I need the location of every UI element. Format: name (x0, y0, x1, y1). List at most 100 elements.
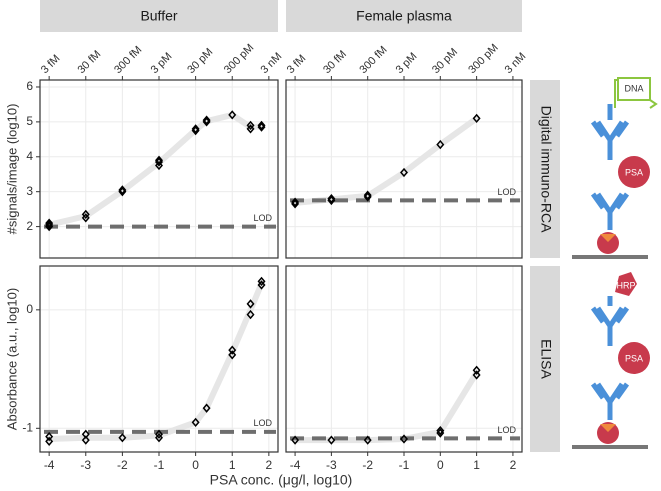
data-point (155, 433, 163, 443)
data-point (291, 197, 300, 207)
row-strip (530, 266, 560, 452)
top-tick-label: 30 pM (430, 46, 460, 76)
data-point (472, 113, 481, 124)
x-tick-label: 1 (473, 458, 480, 472)
data-point (327, 435, 336, 445)
data-point (436, 139, 445, 150)
data-point (363, 190, 372, 200)
x-tick-label: -3 (326, 458, 337, 472)
x-tick-label: -2 (362, 458, 373, 472)
top-tick-label: 3 pM (394, 50, 420, 76)
data-point (436, 428, 445, 438)
data-point (45, 436, 54, 446)
data-point (228, 345, 237, 355)
top-tick-label: 3 nM (503, 50, 529, 76)
fit-line (46, 280, 265, 442)
top-tick-label: 300 pM (466, 42, 500, 76)
data-point (45, 431, 54, 442)
y-axis-title: Absorbance (a.u., log10) (4, 288, 19, 430)
y-tick-label: -1 (22, 420, 33, 434)
data-point (246, 299, 255, 309)
row-title: Digital immuno-RCA (538, 106, 554, 233)
top-tick-label: 3 fM (39, 53, 63, 77)
top-tick-label: 30 fM (75, 48, 103, 76)
top-tick-label: 30 fM (321, 48, 349, 76)
antigen-label: PSA (625, 353, 643, 363)
data-point (257, 280, 266, 290)
y-tick-label: 4 (26, 149, 33, 163)
x-tick-label: 0 (437, 458, 444, 472)
x-tick-label: -1 (154, 458, 165, 472)
panel-border (39, 265, 279, 453)
data-point (202, 115, 211, 125)
top-tick-label: 300 pM (222, 42, 256, 76)
column-title: Buffer (140, 8, 177, 24)
data-point (257, 120, 266, 131)
data-point (246, 124, 255, 134)
x-tick-label: 2 (266, 458, 273, 472)
x-tick-label: -2 (117, 458, 128, 472)
panel-border (285, 79, 523, 259)
data-point (81, 213, 90, 223)
x-tick-label: -4 (44, 458, 55, 472)
top-tick-label: 3 fM (285, 53, 309, 77)
data-point (191, 124, 200, 134)
x-tick-label: -4 (290, 458, 301, 472)
x-tick-label: 2 (510, 458, 517, 472)
data-point (81, 209, 90, 220)
y-tick-label: 5 (26, 114, 33, 128)
data-point (400, 434, 408, 444)
data-point (45, 218, 54, 228)
data-point (472, 365, 481, 375)
top-tick-label: 30 pM (185, 46, 215, 76)
tag-label: DNA (624, 83, 643, 93)
x-tick-label: 1 (229, 458, 236, 472)
data-point (155, 160, 163, 171)
data-point (436, 426, 445, 436)
top-tick-label: 3 nM (259, 50, 285, 76)
data-point (472, 370, 481, 380)
panel-border (39, 79, 279, 259)
y-tick-label: 2 (26, 219, 33, 233)
data-point (363, 435, 372, 445)
data-point (291, 435, 300, 445)
y-tick-label: 3 (26, 184, 33, 198)
column-strip (286, 0, 522, 32)
column-strip (40, 0, 278, 32)
x-axis-title: PSA conc. (μg/l, log10) (210, 472, 353, 488)
data-point (118, 433, 127, 443)
x-tick-label: -3 (80, 458, 91, 472)
data-point (400, 167, 408, 178)
data-point (327, 194, 336, 204)
top-tick-label: 300 fM (112, 44, 144, 76)
data-point (228, 110, 237, 120)
elisa-diagram: HRP PSA (572, 272, 650, 449)
row-title: ELISA (538, 339, 554, 379)
x-tick-label: 0 (192, 458, 199, 472)
data-point (118, 185, 127, 195)
data-point (191, 417, 200, 428)
lod-label: LOD (497, 187, 516, 197)
y-axis-title: #signals/image (log10) (4, 104, 19, 235)
top-tick-label: 3 pM (149, 50, 175, 76)
rca-diagram: DNA PSA (572, 77, 658, 259)
data-point (155, 429, 163, 439)
data-point (155, 155, 163, 165)
data-point (257, 276, 266, 287)
y-tick-label: 6 (26, 79, 33, 93)
lod-label: LOD (253, 418, 272, 428)
data-point (246, 120, 255, 131)
data-point (246, 309, 255, 320)
data-point (202, 403, 211, 413)
row-strip (530, 80, 560, 258)
antigen-label: PSA (625, 167, 643, 177)
x-tick-label: -1 (399, 458, 410, 472)
column-title: Female plasma (356, 8, 452, 24)
tag-label: HRP (616, 280, 635, 290)
lod-label: LOD (497, 425, 516, 435)
fit-line (46, 111, 265, 228)
y-tick-label: 0 (26, 302, 33, 316)
data-point (228, 350, 237, 360)
